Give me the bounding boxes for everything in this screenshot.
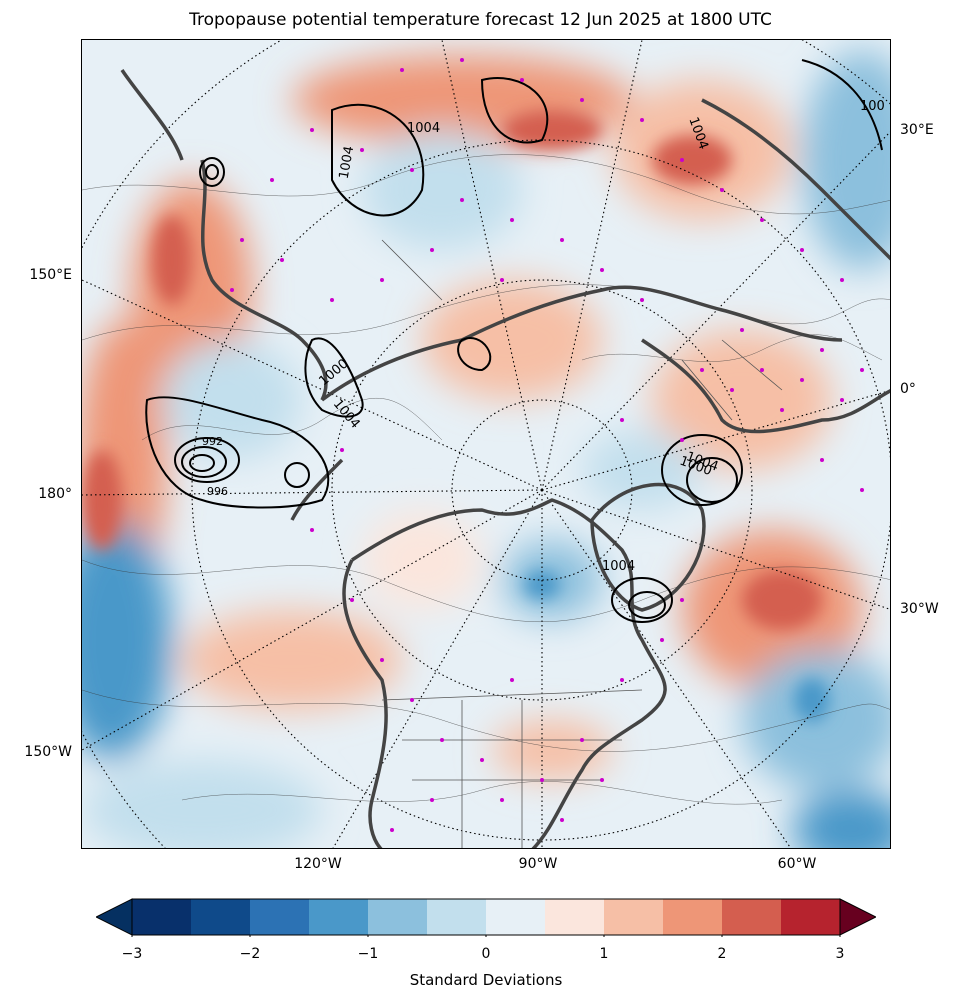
- colorbar-label: Standard Deviations: [409, 971, 563, 989]
- colorbar-bin: [368, 899, 428, 935]
- colorbar-extend-low: [94, 898, 133, 936]
- colorbar-tick-label: 3: [835, 946, 845, 962]
- longitude-label-0: 0°: [900, 381, 916, 397]
- colorbar-tick-label: 0: [481, 946, 491, 962]
- longitude-label-120w: 120°W: [294, 856, 342, 872]
- coastlines: [120, 69, 890, 848]
- longitude-label-30e: 30°E: [900, 122, 934, 138]
- longitude-label-60w: 60°W: [777, 856, 817, 872]
- contour-label: 1004: [337, 145, 358, 180]
- colorbar-tick-label: 2: [717, 946, 727, 962]
- colorbar-tick-label: −2: [239, 946, 261, 962]
- pressure-contours: [145, 59, 883, 623]
- colorbar-bin: [545, 899, 605, 935]
- longitude-label-180: 180°: [38, 486, 72, 502]
- colorbar-bin: [309, 899, 369, 935]
- colorbar-bin: [427, 899, 487, 935]
- contour-label: 1004: [407, 121, 440, 136]
- colorbar-bin: [722, 899, 782, 935]
- colorbar-bin: [191, 899, 251, 935]
- contour-label: 100: [860, 99, 885, 114]
- colorbar-tick-label: 1: [599, 946, 609, 962]
- colorbar-bin: [486, 899, 546, 935]
- theta-contours: [82, 154, 890, 805]
- map-panel: 1004 1004 1004 100 1000 1004 1000 1004 9…: [81, 39, 891, 849]
- political-borders: [381, 239, 783, 848]
- contour-label: 1004: [602, 559, 635, 574]
- map-canvas: 1004 1004 1004 100 1000 1004 1000 1004 9…: [82, 40, 890, 848]
- contour-label: 996: [207, 485, 228, 498]
- colorbar-tick-label: −3: [121, 946, 143, 962]
- longitude-label-150e: 150°E: [29, 267, 72, 283]
- colorbar-bin: [250, 899, 310, 935]
- colorbar-graphic: [94, 898, 878, 939]
- colorbar-bin: [132, 899, 192, 935]
- map-title: Tropopause potential temperature forecas…: [189, 10, 772, 30]
- colorbar-bin: [604, 899, 664, 935]
- colorbar-extend-high: [839, 898, 878, 936]
- colorbar-tick-label: −1: [357, 946, 379, 962]
- longitude-label-90w: 90°W: [518, 856, 558, 872]
- station-markers: [230, 58, 864, 832]
- colorbar-bin: [781, 899, 841, 935]
- contour-label: 992: [202, 435, 223, 448]
- colorbar: [94, 897, 878, 939]
- colorbar-bin: [663, 899, 723, 935]
- longitude-label-150w: 150°W: [24, 744, 72, 760]
- longitude-label-30w: 30°W: [900, 601, 939, 617]
